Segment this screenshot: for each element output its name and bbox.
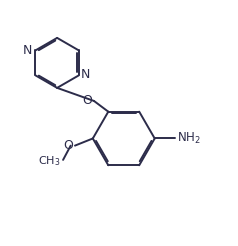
Text: O: O bbox=[63, 139, 73, 152]
Text: NH$_2$: NH$_2$ bbox=[177, 131, 201, 146]
Text: N: N bbox=[23, 44, 32, 57]
Text: O: O bbox=[82, 93, 92, 107]
Text: CH$_3$: CH$_3$ bbox=[38, 154, 61, 168]
Text: N: N bbox=[81, 68, 90, 81]
